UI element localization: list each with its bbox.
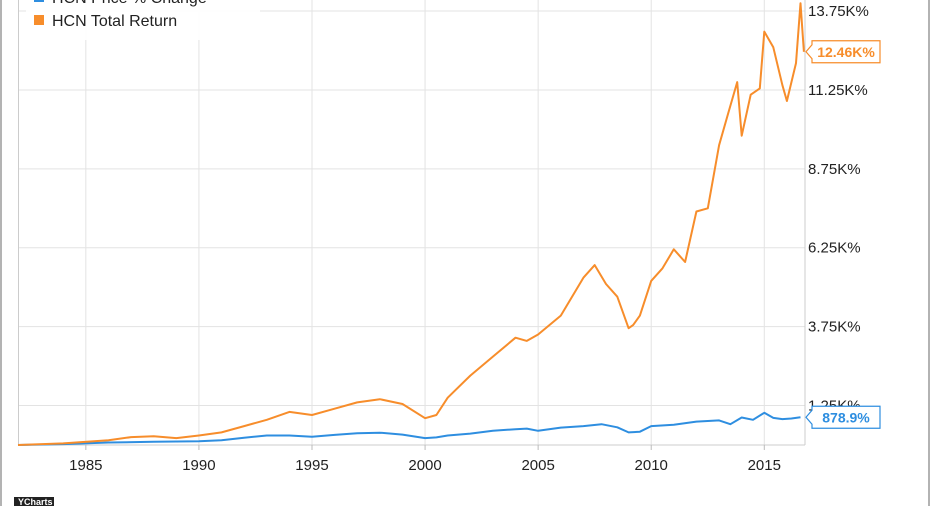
- series-lines: [17, 2, 805, 446]
- grid: [18, 0, 805, 445]
- ycharts-logo: YCharts: [14, 497, 54, 506]
- x-tick-label: 2005: [521, 457, 554, 474]
- y-tick-label: 8.75K%: [808, 161, 861, 178]
- y-tick-label: 6.25K%: [808, 240, 861, 257]
- legend: HCN Price % Change HCN Total Return: [26, 0, 260, 40]
- legend-label: HCN Price % Change: [52, 0, 207, 7]
- end-label-value: 878.9%: [822, 409, 870, 425]
- end-label-box: [805, 40, 881, 64]
- end-label-box: [805, 405, 881, 429]
- x-tick-label: 1985: [69, 457, 102, 474]
- legend-swatch: [34, 0, 44, 2]
- end-label-value: 12.46K%: [817, 44, 875, 60]
- series-line-0: [17, 411, 801, 446]
- x-tick-label: 2010: [635, 457, 668, 474]
- series-line-1: [17, 2, 805, 446]
- end-value-labels: 878.9% 12.46K%: [805, 40, 881, 429]
- x-tick-label: 2000: [408, 457, 441, 474]
- legend-label: HCN Total Return: [52, 13, 177, 30]
- logo-text: YCharts: [18, 497, 53, 506]
- legend-background: [26, 0, 260, 40]
- y-tick-label: 13.75K%: [808, 3, 869, 20]
- y-tick-label: 3.75K%: [808, 319, 861, 336]
- x-tick-label: 1995: [295, 457, 328, 474]
- y-tick-label: 11.25K%: [808, 82, 868, 99]
- x-tick-label: 1990: [182, 457, 215, 474]
- x-tick-label: 2015: [748, 457, 781, 474]
- legend-swatch: [34, 15, 44, 25]
